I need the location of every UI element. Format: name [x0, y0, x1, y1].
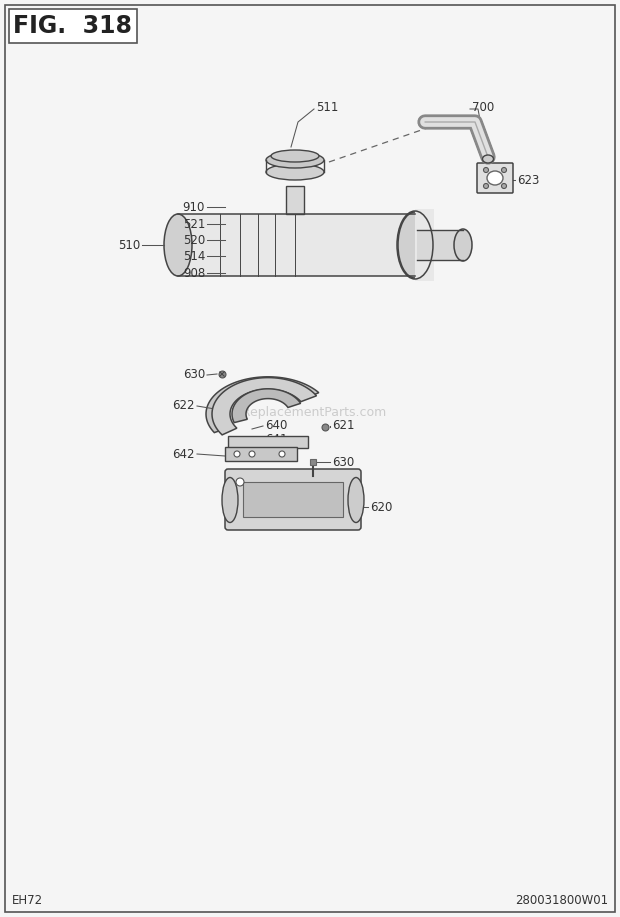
Ellipse shape: [454, 229, 472, 261]
Text: 621: 621: [332, 418, 355, 432]
Text: 640: 640: [265, 418, 288, 432]
Circle shape: [236, 478, 244, 486]
Bar: [228, 436, 308, 448]
FancyBboxPatch shape: [225, 469, 361, 530]
Ellipse shape: [398, 212, 432, 278]
Text: 510: 510: [118, 238, 140, 251]
Circle shape: [484, 183, 489, 189]
Text: 622: 622: [172, 399, 195, 412]
Bar: [9, 9, 137, 43]
Polygon shape: [417, 230, 463, 260]
Ellipse shape: [487, 171, 503, 185]
Text: 280031800W01: 280031800W01: [515, 894, 608, 907]
Ellipse shape: [222, 478, 238, 523]
Text: FIG.  318: FIG. 318: [13, 14, 132, 38]
Text: 514: 514: [183, 249, 205, 262]
Ellipse shape: [164, 214, 192, 276]
Text: 520: 520: [183, 234, 205, 247]
Text: 620: 620: [370, 501, 392, 514]
Text: 910: 910: [183, 201, 205, 214]
Polygon shape: [206, 377, 319, 433]
Polygon shape: [212, 378, 316, 435]
Polygon shape: [232, 389, 301, 423]
FancyBboxPatch shape: [477, 163, 513, 193]
Text: 908: 908: [183, 267, 205, 280]
Text: 511: 511: [316, 101, 339, 114]
Circle shape: [502, 183, 507, 189]
Bar: [243, 482, 343, 517]
Circle shape: [279, 451, 285, 457]
Polygon shape: [178, 214, 415, 276]
Polygon shape: [415, 209, 434, 281]
Text: 641: 641: [265, 433, 288, 446]
Text: EH72: EH72: [12, 894, 43, 907]
Circle shape: [234, 451, 240, 457]
Text: 630: 630: [183, 368, 205, 381]
Circle shape: [484, 168, 489, 172]
Circle shape: [249, 451, 255, 457]
Text: 630: 630: [332, 456, 354, 469]
Text: 642: 642: [172, 447, 195, 460]
Ellipse shape: [271, 150, 319, 162]
Bar: [225, 447, 297, 461]
Text: eReplacementParts.com: eReplacementParts.com: [234, 405, 386, 418]
Text: 521: 521: [183, 217, 205, 230]
Ellipse shape: [266, 164, 324, 180]
Bar: [286, 186, 304, 214]
Ellipse shape: [482, 155, 494, 163]
Text: 623: 623: [517, 173, 539, 186]
Ellipse shape: [348, 478, 364, 523]
Circle shape: [502, 168, 507, 172]
Text: 700: 700: [472, 101, 494, 114]
Ellipse shape: [266, 152, 324, 168]
